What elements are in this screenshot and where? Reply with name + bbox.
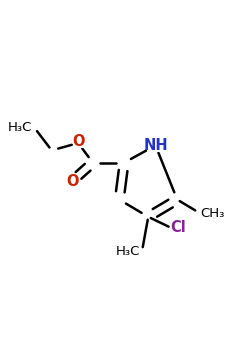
FancyBboxPatch shape: [73, 136, 84, 148]
Text: Cl: Cl: [170, 220, 186, 236]
Text: H₃C: H₃C: [116, 245, 140, 258]
Text: H₃C: H₃C: [8, 120, 32, 133]
FancyBboxPatch shape: [67, 175, 78, 187]
Text: O: O: [72, 134, 85, 149]
FancyBboxPatch shape: [147, 139, 164, 152]
Text: O: O: [66, 174, 78, 189]
Text: CH₃: CH₃: [200, 206, 224, 220]
FancyBboxPatch shape: [171, 222, 186, 234]
Text: NH: NH: [143, 138, 168, 153]
